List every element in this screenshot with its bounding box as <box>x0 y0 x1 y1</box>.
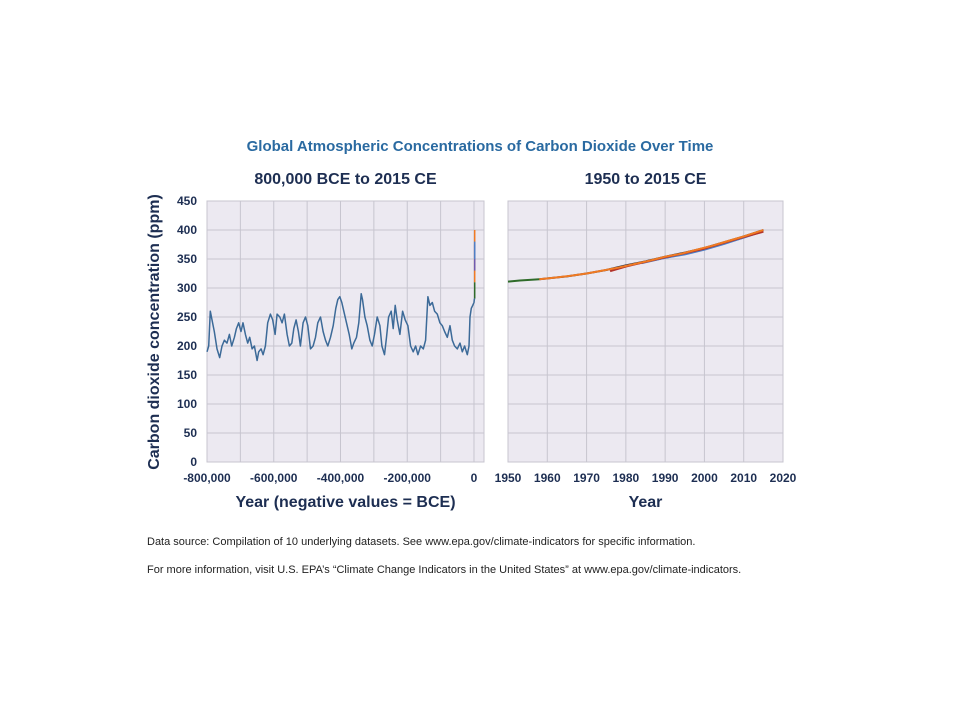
right-series-line-green <box>507 278 540 283</box>
y-tick-label: 250 <box>177 310 197 324</box>
y-tick-label: 150 <box>177 368 197 382</box>
right-x-tick-label: 1950 <box>495 471 522 485</box>
left-plot-area <box>206 200 485 463</box>
left-x-axis-label: Year (negative values = BCE) <box>235 494 456 511</box>
more-info-note: For more information, visit U.S. EPA’s “… <box>147 564 742 576</box>
y-tick-label: 400 <box>177 223 197 237</box>
left-series-line-ice_core <box>206 293 476 362</box>
left-x-tick-label: -600,000 <box>250 471 298 485</box>
right-x-tick-label: 1960 <box>534 471 561 485</box>
y-tick-label: 200 <box>177 339 197 353</box>
right-x-tick-label: 2000 <box>691 471 718 485</box>
right-x-tick-label: 1980 <box>613 471 640 485</box>
right-plot-area <box>507 200 784 463</box>
y-tick-label: 450 <box>177 194 197 208</box>
chart-title: Global Atmospheric Concentrations of Car… <box>246 138 714 155</box>
y-tick-label: 300 <box>177 281 197 295</box>
data-source-note: Data source: Compilation of 10 underlyin… <box>147 536 696 548</box>
right-series-line-orange <box>539 229 764 281</box>
right-x-tick-label: 2020 <box>770 471 797 485</box>
left-panel-subtitle: 800,000 BCE to 2015 CE <box>254 171 437 188</box>
right-x-axis-label: Year <box>628 494 663 511</box>
left-x-tick-label: -400,000 <box>317 471 365 485</box>
y-tick-label: 100 <box>177 397 197 411</box>
right-x-tick-label: 1970 <box>573 471 600 485</box>
y-tick-label: 50 <box>184 426 198 440</box>
left-x-tick-label: 0 <box>471 471 478 485</box>
right-panel-subtitle: 1950 to 2015 CE <box>584 171 707 188</box>
left-x-tick-label: -200,000 <box>384 471 432 485</box>
y-tick-label: 350 <box>177 252 197 266</box>
left-x-tick-label: -800,000 <box>183 471 231 485</box>
right-x-tick-label: 2010 <box>730 471 757 485</box>
right-x-tick-label: 1990 <box>652 471 679 485</box>
y-tick-label: 0 <box>190 455 197 469</box>
